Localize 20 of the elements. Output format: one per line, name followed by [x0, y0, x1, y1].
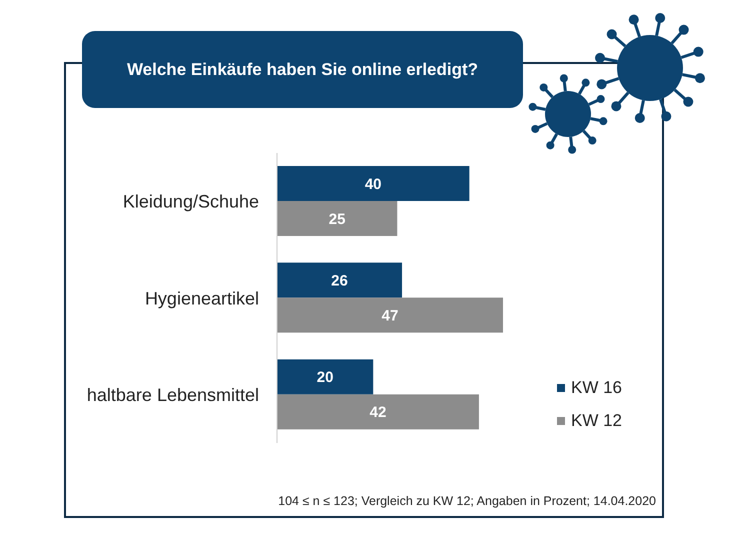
data-label: 25 — [328, 210, 346, 228]
bar — [277, 166, 470, 201]
data-label: 42 — [370, 404, 386, 422]
bar — [277, 394, 479, 430]
chart-title: Welche Einkäufe haben Sie online erledigt? — [126, 60, 478, 80]
y-tick-label: Hygieneartikel — [144, 288, 259, 308]
text: 104 ≤ n ≤ 123; Vergleich zu KW 12; Angaben in Prozent; 14.04.2020 — [278, 494, 656, 508]
data-label: 47 — [382, 307, 398, 324]
legend-label: KW 16 — [571, 378, 622, 398]
title-banner: Welche Einkäufe haben Sie online erledigt? — [82, 31, 523, 108]
data-label: 20 — [316, 369, 334, 386]
bar — [277, 201, 398, 236]
data-label: 40 — [364, 176, 382, 193]
y-tick-label: Kleidung/Schuhe — [122, 192, 259, 212]
data-label: 26 — [331, 272, 348, 290]
y-tick-label: haltbare Lebensmittel — [86, 385, 259, 406]
legend-label: KW 12 — [571, 410, 622, 430]
bar — [277, 359, 374, 394]
bar — [277, 298, 503, 333]
bar — [277, 262, 402, 298]
